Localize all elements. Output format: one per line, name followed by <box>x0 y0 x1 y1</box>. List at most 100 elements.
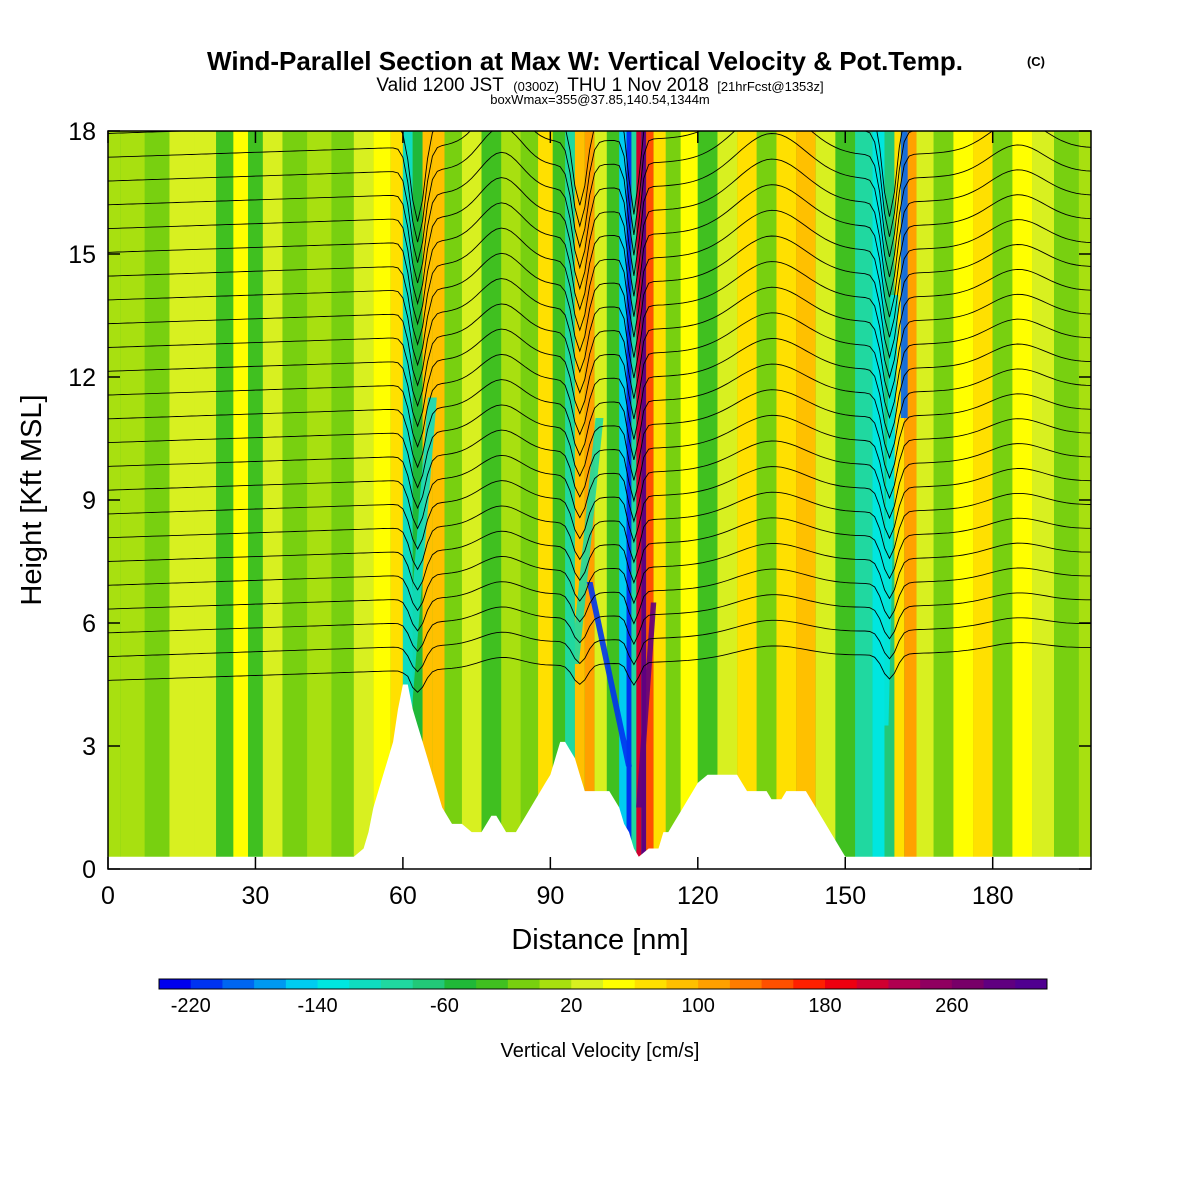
colorbar-tick-label: -220 <box>171 995 211 1017</box>
theta-contour <box>108 235 1091 367</box>
colorbar-swatch <box>983 979 1016 989</box>
velocity-band <box>216 131 234 869</box>
colorbar-swatch <box>666 979 699 989</box>
colorbar-swatch <box>444 979 477 989</box>
y-tick-label: 15 <box>68 241 96 269</box>
velocity-band <box>594 131 607 869</box>
velocity-field <box>108 131 1091 869</box>
y-tick-label: 18 <box>68 118 96 146</box>
theta-contour <box>108 338 1091 449</box>
theta-contour <box>108 184 1091 326</box>
velocity-band <box>815 131 836 869</box>
theta-contour <box>108 158 1091 306</box>
velocity-band <box>481 131 502 869</box>
velocity-band <box>248 131 263 869</box>
colorbar-swatch <box>317 979 350 989</box>
velocity-band <box>331 131 354 869</box>
colorbar-tick-label: 20 <box>560 995 582 1017</box>
x-axis-label: Distance [nm] <box>511 924 688 956</box>
colorbar-swatch <box>381 979 414 989</box>
theta-contour <box>108 567 1091 632</box>
valid-prefix: Valid 1200 JST <box>376 75 504 96</box>
theta-contour <box>108 491 1091 571</box>
colorbar-tick-label: -60 <box>430 995 459 1017</box>
x-tick-label: 90 <box>536 882 564 910</box>
valid-zulu: (0300Z) <box>513 79 559 94</box>
colorbar-swatch <box>698 979 731 989</box>
y-tick-label: 9 <box>82 487 96 515</box>
colorbar-swatch <box>222 979 255 989</box>
y-tick-label: 6 <box>82 610 96 638</box>
velocity-band <box>565 131 575 869</box>
colorbar-swatch <box>603 979 636 989</box>
y-tick-label: 3 <box>82 733 96 761</box>
colorbar-swatch <box>190 979 223 989</box>
theta-contour <box>108 209 1091 347</box>
colorbar-tick-label: -140 <box>298 995 338 1017</box>
theta-contour <box>108 542 1091 612</box>
plot-area <box>108 131 1091 869</box>
velocity-band <box>1054 131 1079 869</box>
velocity-band <box>412 131 423 869</box>
colorbar-swatch <box>539 979 572 989</box>
velocity-band <box>353 131 374 869</box>
colorbar-swatch <box>507 979 540 989</box>
velocity-band <box>933 131 954 869</box>
velocity-band <box>973 131 993 869</box>
velocity-band <box>665 131 681 869</box>
colorbar-swatch <box>412 979 445 989</box>
x-tick-label: 150 <box>824 882 866 910</box>
velocity-band <box>717 131 738 869</box>
x-tick-label: 180 <box>972 882 1014 910</box>
velocity-band <box>697 131 718 869</box>
velocity-plume <box>586 582 632 767</box>
velocity-band <box>282 131 308 869</box>
theta-contour <box>108 592 1091 653</box>
velocity-band <box>552 131 566 869</box>
velocity-band <box>641 131 647 869</box>
velocity-plume <box>403 397 437 705</box>
velocity-band <box>574 131 585 869</box>
theta-contour <box>108 131 1091 263</box>
velocity-band <box>373 131 391 869</box>
theta-contour <box>108 286 1091 408</box>
colorbar-swatch <box>793 979 826 989</box>
velocity-band <box>680 131 698 869</box>
valid-time-line: Valid 1200 JST (0300Z) THU 1 Nov 2018 [2… <box>376 75 823 96</box>
velocity-band <box>307 131 332 869</box>
velocity-band <box>894 131 905 869</box>
velocity-band <box>626 131 632 869</box>
velocity-band <box>756 131 777 869</box>
y-tick-label: 0 <box>82 856 96 884</box>
colorbar: -220 -140 -60 20 100 180 260 <box>158 978 1048 1017</box>
velocity-band <box>538 131 553 869</box>
theta-contour <box>108 440 1091 530</box>
y-axis-label: Height [Kft MSL] <box>16 394 48 605</box>
velocity-band <box>144 131 170 869</box>
velocity-band <box>1032 131 1055 869</box>
x-tick-label: 0 <box>101 882 115 910</box>
velocity-plume <box>636 602 657 808</box>
y-axis: 0 3 6 9 12 15 18 <box>68 118 1091 884</box>
x-tick-label: 120 <box>677 882 719 910</box>
velocity-band <box>636 131 642 869</box>
theta-contour <box>108 466 1091 551</box>
x-axis: 0 30 60 90 120 150 180 <box>101 131 1014 910</box>
theta-contour <box>108 312 1091 428</box>
velocity-band <box>444 131 462 869</box>
box-info: boxWmax=355@37.85,140.54,1344m <box>490 92 710 107</box>
colorbar-swatch <box>349 979 382 989</box>
theta-contour <box>108 517 1091 591</box>
theta-contour <box>108 131 915 243</box>
velocity-band <box>233 131 249 869</box>
velocity-band <box>520 131 539 869</box>
theta-contour <box>108 363 1091 469</box>
theta-contour <box>108 133 1091 284</box>
colorbar-swatch <box>634 979 667 989</box>
velocity-band <box>646 131 654 869</box>
colorbar-swatch <box>571 979 604 989</box>
colorbar-swatch <box>254 979 287 989</box>
y-tick-label: 12 <box>68 364 96 392</box>
theta-contour <box>108 617 1091 673</box>
